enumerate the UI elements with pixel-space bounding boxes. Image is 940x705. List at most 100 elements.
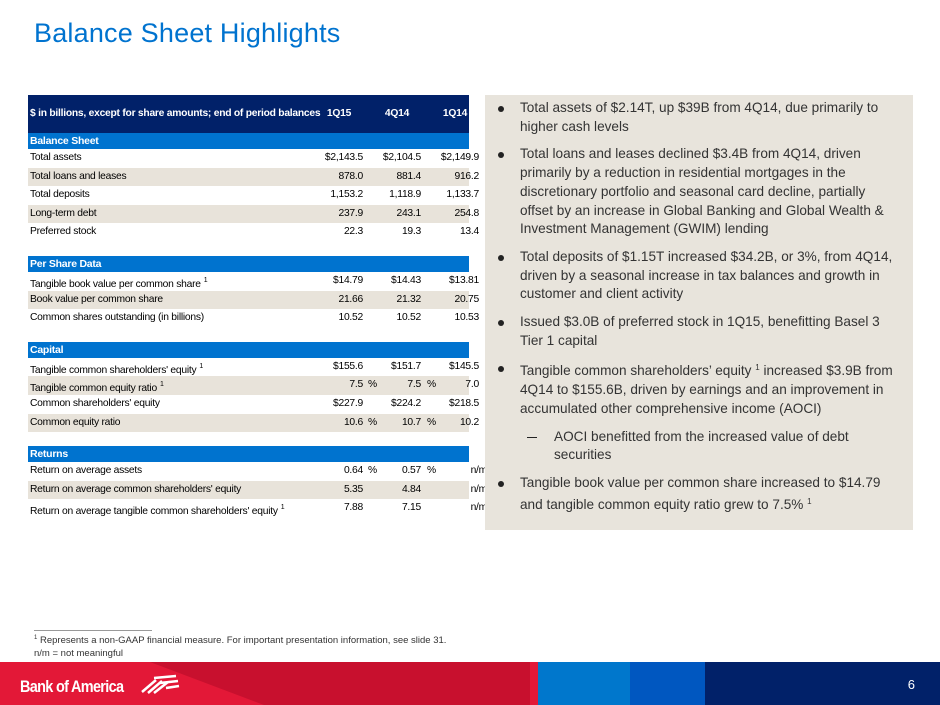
table-row: Long-term debt 237.9 243.1 254.8 — [28, 204, 479, 224]
cell-value: 7.0 — [465, 379, 479, 391]
row-label-text: Long-term debt — [30, 207, 97, 219]
percent-sign: % — [368, 416, 377, 428]
footnote-marker: 1 — [755, 363, 760, 373]
row-label-text: Return on average common shareholders' e… — [30, 483, 242, 495]
percent-sign: % — [368, 379, 377, 391]
cell-value: 237.9 — [338, 207, 363, 219]
row-label-text: Tangible book value per common share — [30, 278, 201, 290]
percent-sign: % — [368, 465, 377, 477]
bullet-text: increased $3.9B from 4Q14 to $155.6B, dr… — [520, 363, 893, 416]
row-label-text: Total deposits — [30, 189, 90, 201]
table-row: Tangible book value per common share 1 $14… — [28, 272, 479, 291]
bullet-item: Tangible common shareholders’ equity 1 i… — [498, 359, 901, 418]
cell-value: $145.5 — [449, 360, 479, 372]
footnote-text: Represents a non-GAAP financial measure.… — [39, 635, 447, 646]
cell-value: 7.5 — [349, 379, 363, 391]
row-label-text: Return on average assets — [30, 465, 142, 477]
row-label: Total assets — [30, 149, 82, 168]
cell-value: 254.8 — [454, 207, 479, 219]
row-label: Common equity ratio — [30, 414, 121, 433]
cell-value: 20.75 — [454, 293, 479, 305]
cell-value: 878.0 — [338, 170, 363, 182]
bullet-item: AOCI benefitted from the increased value… — [527, 428, 901, 465]
cell-value: 1,118.9 — [389, 189, 421, 201]
row-label: Tangible common equity ratio 1 — [30, 376, 164, 399]
cell-value: 7.5 — [407, 379, 421, 391]
row-label: Preferred stock — [30, 223, 96, 242]
cell-value: 0.57 — [401, 465, 421, 477]
balance-sheet-table: $ in billions, except for share amounts;… — [28, 95, 494, 518]
header-period: 4Q14 — [384, 108, 410, 119]
row-label-text: Total loans and leases — [30, 170, 127, 182]
cell-value: $151.7 — [391, 360, 421, 372]
footnote-divider — [34, 630, 152, 631]
page-title: Balance Sheet Highlights — [34, 18, 341, 48]
row-label-text: Total assets — [30, 152, 82, 163]
cell-value: 7.15 — [401, 502, 421, 514]
bullet-text: Total loans and leases declined $3.4B fr… — [520, 146, 884, 237]
cell-value: 243.1 — [396, 207, 421, 219]
cell-value: $14.43 — [391, 274, 421, 286]
cell-value: 1,153.2 — [330, 189, 363, 201]
cell-value: 0.64 — [343, 465, 363, 477]
row-label: Tangible book value per common share 1 — [30, 272, 208, 295]
cell-value: 4.84 — [401, 483, 421, 495]
cell-value: 881.4 — [396, 170, 421, 182]
bullet-item: Total loans and leases declined $3.4B fr… — [498, 145, 901, 239]
table-row: Tangible common equity ratio 1 7.5% 7.5% 7.0… — [28, 376, 494, 395]
cell-value: 916.2 — [454, 170, 479, 182]
footnote-marker: 1 — [280, 504, 285, 512]
footnote-marker: 1 — [34, 635, 38, 641]
table-row: Return on average common shareholders' e… — [28, 480, 487, 500]
table-row: Return on average assets 0.64% 0.57% n/m — [28, 462, 487, 481]
header-period: 1Q14 — [442, 108, 468, 119]
table-row: Total loans and leases 878.0 881.4 916.2 — [28, 167, 479, 187]
footnote-marker: 1 — [159, 381, 164, 389]
row-label-text: Return on average tangible common shareh… — [30, 506, 278, 518]
table-header: $ in billions, except for share amounts;… — [28, 95, 469, 133]
flag-logo-icon — [141, 674, 180, 694]
section-header: Returns — [28, 446, 469, 463]
cell-value: $2,143.5 — [324, 152, 363, 163]
table-row: Total deposits 1,153.2 1,118.9 1,133.7 — [28, 186, 479, 205]
cell-value: 21.32 — [396, 293, 421, 305]
footnote-marker: 1 — [199, 362, 204, 370]
cell-value: 5.35 — [343, 483, 363, 495]
row-label: Total deposits — [30, 186, 90, 205]
row-label: Common shares outstanding (in billions) — [30, 309, 204, 328]
section-header: Capital — [28, 341, 469, 358]
cell-value: 10.53 — [454, 312, 479, 324]
cell-value: n/m — [470, 465, 488, 477]
highlights-panel: Total assets of $2.14T, up $39B from 4Q1… — [485, 95, 913, 530]
bullet-text: Tangible book value per common share inc… — [520, 474, 881, 512]
cell-value: 10.7 — [401, 416, 421, 428]
cell-value: $14.79 — [333, 274, 363, 286]
header-period: 1Q15 — [326, 108, 352, 119]
header-label: $ in billions, except for share amounts;… — [30, 108, 321, 119]
footnote-marker: 1 — [203, 276, 208, 284]
row-label-text: Preferred stock — [30, 226, 97, 238]
table-section: Balance Sheet Total assets $2,143.5 $2,104.… — [28, 133, 479, 242]
row-label-text: Common shareholders' equity — [30, 397, 160, 409]
cell-value: 1,133.7 — [446, 189, 479, 201]
cell-value: $155.6 — [333, 360, 363, 372]
cell-value: 21.66 — [338, 293, 363, 305]
row-label: Common shareholders' equity — [30, 395, 160, 414]
percent-sign: % — [427, 379, 436, 391]
table-row: Common shareholders' equity $227.9 $224.2 $… — [28, 395, 479, 414]
section-header: Per Share Data — [28, 255, 469, 272]
bullet-text: Total assets of $2.14T, up $39B from 4Q1… — [520, 100, 879, 134]
cell-value: 10.52 — [396, 312, 421, 324]
bullet-text: AOCI benefitted from the increased value… — [554, 428, 849, 463]
row-label: Return on average common shareholders' e… — [30, 481, 241, 500]
table-row: Book value per common share 21.66 21.32 20.… — [28, 290, 479, 310]
row-label-text: Common equity ratio — [30, 416, 121, 428]
table-row: Common shares outstanding (in billions) 1… — [28, 309, 479, 328]
percent-sign: % — [427, 465, 436, 477]
row-label: Tangible common shareholders' equity 1 — [30, 358, 203, 381]
cell-value: $218.5 — [449, 397, 479, 409]
footnote-1: 1 Represents a non-GAAP financial measur… — [34, 635, 446, 646]
cell-value: $2,149.9 — [440, 152, 479, 163]
bullet-text: Issued $3.0B of preferred stock in 1Q15,… — [520, 314, 880, 348]
